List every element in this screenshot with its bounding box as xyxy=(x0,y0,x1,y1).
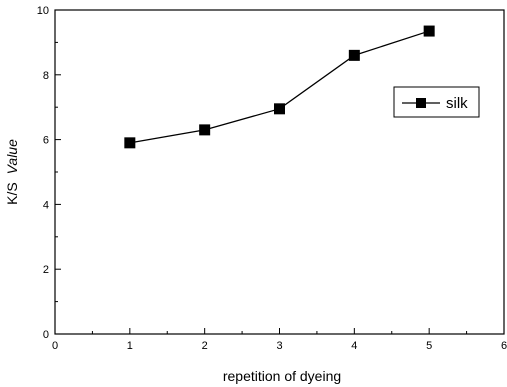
series-line-silk xyxy=(129,30,430,144)
y-axis-ticks: 0 2 4 6 8 10 xyxy=(37,5,61,341)
y-tick-label: 4 xyxy=(43,199,49,211)
data-point xyxy=(199,124,211,136)
legend-marker xyxy=(416,98,426,108)
x-tick-label: 0 xyxy=(52,340,58,352)
y-tick-label: 2 xyxy=(43,264,49,276)
y-axis-title-main: K/S xyxy=(4,182,20,205)
series-layer xyxy=(124,25,435,149)
x-tick-label: 2 xyxy=(202,340,208,352)
legend: silk xyxy=(393,86,480,118)
y-axis-title-unit: Value xyxy=(4,139,20,175)
x-axis-title: repetition of dyeing xyxy=(223,368,341,384)
legend-label-silk: silk xyxy=(446,95,468,112)
data-point xyxy=(348,49,360,61)
y-tick-label: 6 xyxy=(43,135,49,147)
x-tick-label: 1 xyxy=(127,340,133,352)
data-point xyxy=(274,103,285,115)
x-tick-label: 4 xyxy=(351,340,357,352)
y-tick-label: 8 xyxy=(43,70,49,82)
x-tick-label: 5 xyxy=(426,340,432,352)
x-axis-ticks: 0 1 2 3 4 5 6 xyxy=(52,328,507,352)
y-tick-label: 0 xyxy=(43,329,49,341)
x-tick-label: 6 xyxy=(501,340,507,352)
y-axis-title: K/S Value xyxy=(4,139,20,205)
data-point xyxy=(423,25,435,37)
plot-frame xyxy=(54,9,505,335)
y-tick-label: 10 xyxy=(37,5,49,17)
data-point xyxy=(124,137,136,149)
x-tick-label: 3 xyxy=(276,340,282,352)
legend-box xyxy=(393,86,480,118)
